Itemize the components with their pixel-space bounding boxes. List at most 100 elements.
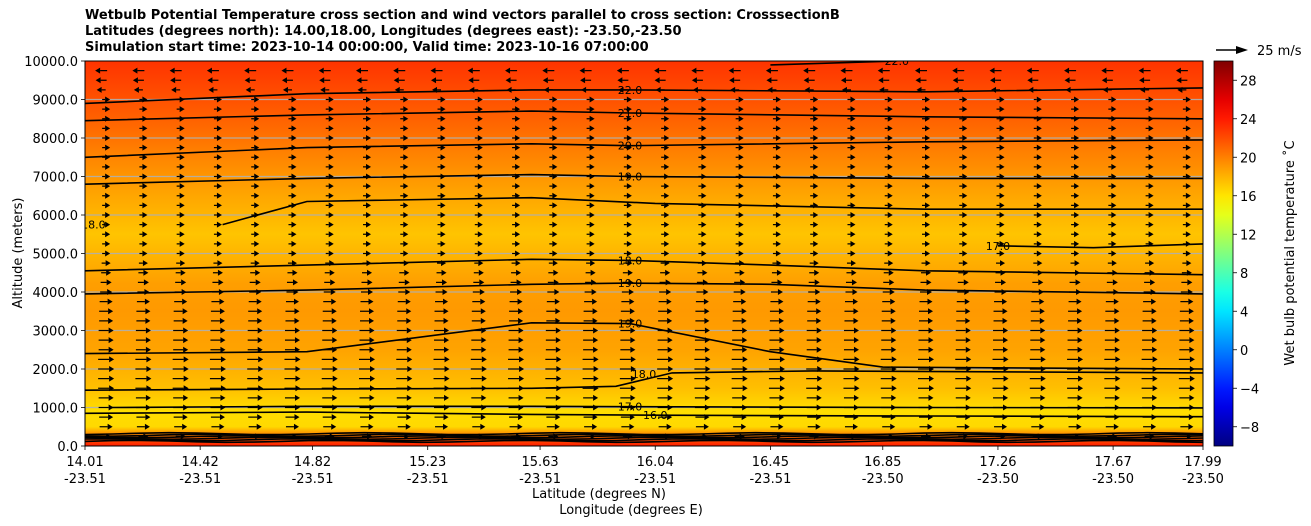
wind-vector-head [332, 394, 338, 401]
wind-vector-head [1039, 414, 1045, 421]
wind-vector-head [440, 240, 446, 247]
wind-vector-head [668, 356, 674, 363]
wind-vector-head [254, 163, 260, 170]
wind-vector-head [366, 125, 371, 132]
wind-vector-head [216, 154, 222, 161]
wind-vector-head [515, 163, 521, 170]
wind-vector-head [370, 375, 375, 382]
x-axis-label-latitude: Latitude (degrees N) [532, 487, 666, 502]
contour-line [85, 87, 1203, 105]
wind-vector-head [887, 154, 893, 161]
wind-vector-head [369, 327, 375, 334]
wind-vector-head [366, 135, 371, 141]
wind-vector-head [890, 317, 896, 324]
wind-vector-head [291, 144, 297, 151]
wind-vector-head [850, 135, 856, 141]
wind-vector-head [925, 202, 930, 209]
wind-vector-head [925, 106, 930, 113]
wind-vector-head [370, 366, 375, 372]
wind-vector-head [254, 106, 260, 113]
wind-vector-head [778, 298, 784, 305]
wind-vector-head [403, 212, 409, 218]
wind-vector-head [1148, 212, 1154, 218]
wind-vector-head [741, 423, 747, 430]
wind-vector-head [1151, 298, 1157, 305]
wind-vector-head [962, 212, 968, 218]
wind-vector-head [628, 279, 634, 286]
wind-vector-head [816, 317, 822, 324]
colorbar-tick-label: 16 [1240, 190, 1257, 205]
wind-vector-head [515, 96, 521, 103]
wind-vector-head [294, 404, 300, 411]
wind-vector-head [738, 144, 744, 151]
wind-vector-head [853, 317, 859, 324]
wind-vector-head [962, 183, 968, 190]
wind-vector-head [1111, 231, 1117, 238]
wind-vector-head [555, 337, 561, 344]
wind-vector-head [145, 414, 151, 421]
wind-vector-head [962, 240, 968, 247]
wind-vector-head [626, 192, 632, 199]
wind-vector-head [142, 173, 148, 180]
wind-vector-head [1114, 317, 1120, 324]
wind-vector-head [481, 346, 487, 353]
x-tick-label-lon: -23.50 [1092, 472, 1134, 487]
wind-vector-head [925, 135, 930, 141]
wind-vector-head [667, 337, 673, 344]
wind-vector-head [738, 240, 744, 247]
wind-vector-head [589, 96, 595, 103]
wind-vector-head [1036, 154, 1042, 161]
wind-vector-head [928, 327, 934, 334]
wind-vector-head [515, 212, 521, 218]
wind-vector-head [626, 231, 632, 238]
wind-vector-head [292, 269, 298, 276]
wind-vector-head [219, 317, 225, 324]
wind-vector-head [1114, 394, 1120, 401]
wind-vector-head [742, 375, 748, 382]
wind-vector-head [257, 414, 263, 421]
wind-vector-head [741, 317, 747, 324]
wind-vector-head [1148, 202, 1154, 209]
wind-vector-head [890, 423, 896, 430]
wind-vector-head [183, 366, 189, 372]
wind-vector-head [403, 106, 409, 113]
wind-vector-head [1111, 183, 1117, 190]
contour-label: 18.0 [81, 219, 106, 232]
wind-vector-head [441, 433, 447, 440]
wind-vector-head [406, 404, 412, 411]
wind-vector-head [440, 96, 446, 103]
wind-vector-head [142, 106, 148, 113]
wind-vector-head [328, 96, 334, 103]
wind-vector-head [965, 346, 971, 353]
wind-vector-head [331, 308, 337, 315]
wind-vector-head [403, 202, 409, 209]
wind-vector-head [742, 404, 748, 411]
wind-vector-head [1003, 404, 1009, 411]
wind-vector-head [142, 144, 148, 151]
colorbar-tick-label: −4 [1240, 382, 1259, 397]
wind-vector-head [291, 154, 297, 161]
wind-vector-head [589, 163, 595, 170]
wind-vector-head [555, 308, 561, 315]
wind-vector-head [887, 173, 893, 180]
wind-vector-head [952, 67, 958, 74]
wind-vector-head [1077, 308, 1083, 315]
wind-vector-head [701, 183, 707, 190]
wind-vector-head [850, 231, 856, 238]
wind-vector-head [999, 163, 1005, 170]
wind-vector-head [664, 125, 670, 132]
wind-vector-head [775, 135, 781, 141]
wind-vector-head [854, 356, 860, 363]
wind-vector-head [813, 202, 819, 209]
x-tick-label-lon: -23.51 [749, 472, 791, 487]
wind-vector-head [589, 106, 595, 113]
wind-vector-head [703, 298, 709, 305]
wind-vector-head [1148, 173, 1154, 180]
wind-vector-head [775, 154, 781, 161]
wind-vector-head [443, 414, 449, 421]
wind-vector-head [1152, 394, 1158, 401]
wind-vector-head [142, 231, 148, 238]
wind-vector-head [444, 375, 450, 382]
wind-vector-head [589, 125, 595, 132]
wind-vector-head [332, 385, 338, 392]
